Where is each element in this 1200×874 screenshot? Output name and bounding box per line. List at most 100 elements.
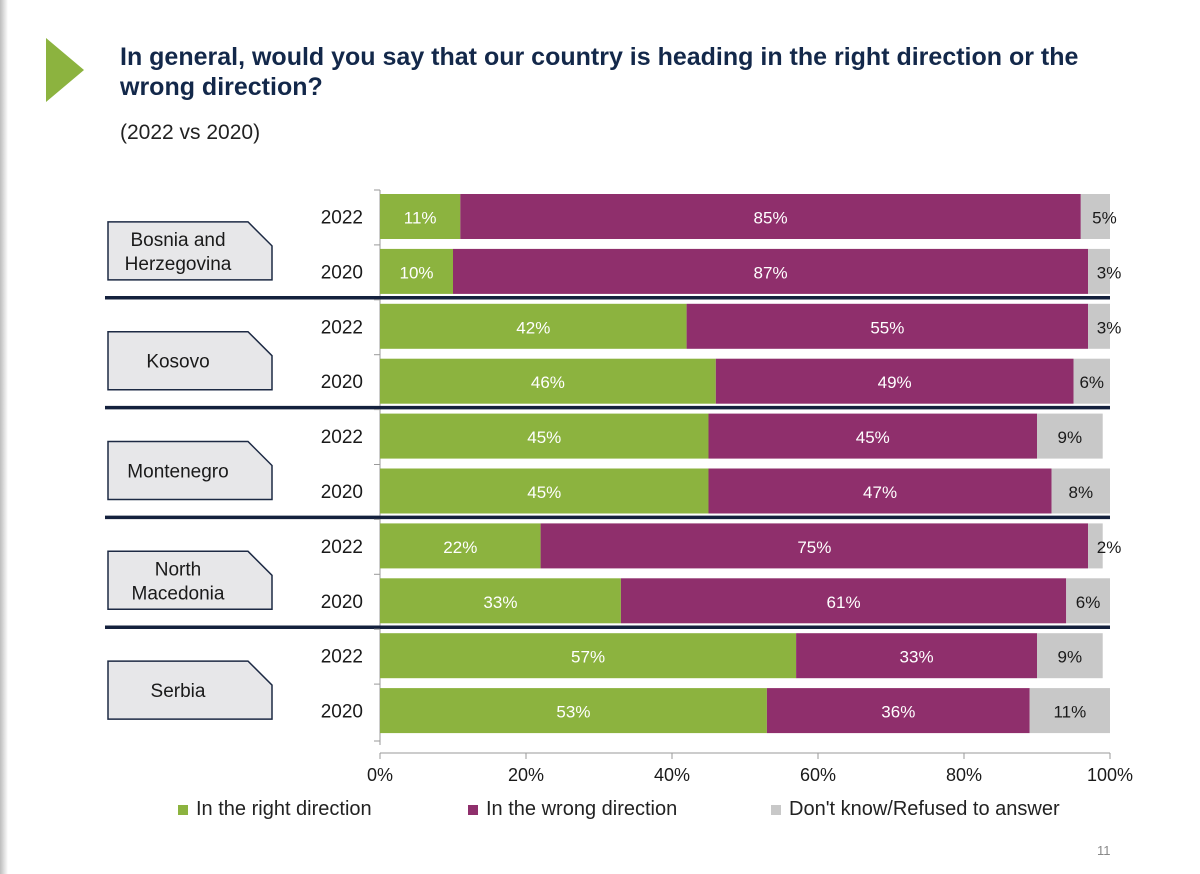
category-label-box (107, 440, 273, 501)
year-label: 2022 (321, 317, 363, 338)
bar-segment-right-direction (380, 248, 453, 294)
category-label-box (107, 221, 273, 281)
legend-label-right-direction: In the right direction (196, 798, 372, 820)
legend-item-dont-know: Don't know/Refused to answer (771, 798, 1060, 821)
data-label: 85% (754, 209, 788, 228)
x-tick-label: 80% (946, 765, 982, 785)
legend-item-wrong-direction: In the wrong direction (468, 798, 677, 821)
x-tick-label: 100% (1087, 765, 1133, 785)
bar-segment-right-direction (380, 523, 541, 569)
bar-segment-right-direction (380, 578, 621, 624)
bar-segment-dont-know (1066, 578, 1110, 624)
data-label: 49% (878, 373, 912, 392)
data-label: 75% (797, 538, 831, 557)
data-label: 45% (856, 428, 890, 447)
x-tick-label: 60% (800, 765, 836, 785)
legend-swatch-dont-know (771, 804, 781, 815)
data-label: 6% (1079, 373, 1104, 392)
bar-segment-wrong-direction (708, 413, 1037, 459)
data-label: 3% (1097, 263, 1122, 282)
year-label: 2020 (321, 262, 363, 283)
bar-segment-wrong-direction (620, 578, 1067, 624)
legend-swatch-right-direction (178, 804, 188, 815)
page-subtitle: (2022 vs 2020) (120, 121, 261, 144)
data-label: 8% (1069, 483, 1094, 502)
data-label: 55% (870, 318, 904, 337)
legend-label-dont-know: Don't know/Refused to answer (789, 798, 1060, 820)
bar-segment-right-direction (380, 688, 767, 734)
bar-segment-right-direction (380, 413, 709, 459)
category-label: Macedonia (132, 583, 225, 604)
data-label: 53% (556, 703, 590, 722)
legend-item-right-direction: In the right direction (178, 798, 372, 821)
bar-segment-dont-know (1088, 248, 1110, 294)
bar-segment-dont-know (1037, 633, 1103, 679)
data-label: 3% (1097, 318, 1122, 337)
bar-segment-right-direction (380, 468, 709, 514)
x-tick-label: 20% (508, 765, 544, 785)
chart-legend: In the right direction In the wrong dire… (0, 798, 1200, 822)
category-label-box (107, 330, 273, 391)
data-label: 33% (483, 593, 517, 612)
category-label: Herzegovina (125, 254, 232, 275)
data-label: 11% (404, 209, 437, 228)
year-label: 2022 (321, 647, 363, 668)
page-number: 11 (1097, 843, 1111, 858)
bar-segment-dont-know (1080, 194, 1110, 239)
category-label-box (107, 550, 273, 611)
category-label: Montenegro (127, 462, 228, 483)
legend-swatch-wrong-direction (468, 804, 478, 815)
x-tick-label: 40% (654, 765, 690, 785)
data-label: 9% (1058, 648, 1083, 667)
data-label: 33% (900, 648, 934, 667)
bar-segment-dont-know (1088, 303, 1110, 349)
data-label: 2% (1097, 538, 1122, 557)
bar-segment-dont-know (1073, 358, 1110, 404)
x-tick-label: 0% (367, 765, 393, 785)
bar-segment-wrong-direction (460, 194, 1081, 239)
bar-segment-dont-know (1037, 413, 1103, 459)
legend-label-wrong-direction: In the wrong direction (486, 798, 678, 820)
year-label: 2022 (321, 537, 363, 558)
bar-segment-dont-know (1051, 468, 1110, 514)
data-label: 11% (1053, 703, 1086, 722)
bar-segment-wrong-direction (453, 248, 1089, 294)
bar-segment-right-direction (380, 303, 687, 349)
bar-segment-dont-know (1029, 688, 1110, 734)
bar-segment-right-direction (380, 358, 716, 404)
data-label: 45% (527, 428, 561, 447)
data-label: 87% (754, 263, 788, 282)
category-label-box (107, 660, 273, 720)
year-label: 2020 (321, 482, 363, 503)
data-label: 22% (443, 538, 477, 557)
bar-segment-right-direction (380, 194, 461, 239)
data-label: 36% (881, 703, 915, 722)
year-label: 2022 (321, 427, 363, 448)
bar-segment-wrong-direction (708, 468, 1052, 514)
data-label: 9% (1058, 428, 1083, 447)
bar-segment-wrong-direction (796, 633, 1037, 679)
bar-segment-wrong-direction (540, 523, 1089, 569)
year-label: 2020 (321, 372, 363, 393)
page-title: In general, would you say that our count… (120, 43, 1079, 101)
data-label: 47% (863, 483, 897, 502)
year-label: 2020 (321, 592, 363, 613)
year-label: 2020 (321, 702, 363, 723)
data-label: 46% (531, 373, 565, 392)
arrow-icon (46, 38, 84, 102)
category-label: Serbia (151, 681, 206, 702)
data-label: 10% (399, 263, 433, 282)
data-label: 42% (516, 318, 550, 337)
bar-segment-wrong-direction (686, 303, 1089, 349)
year-label: 2022 (321, 208, 363, 229)
data-label: 6% (1076, 593, 1101, 612)
left-edge-rule (0, 0, 8, 874)
bar-segment-wrong-direction (715, 358, 1074, 404)
bar-segment-dont-know (1088, 523, 1103, 569)
bar-segment-wrong-direction (766, 688, 1030, 734)
category-label: Kosovo (146, 352, 209, 373)
data-label: 57% (571, 648, 605, 667)
data-label: 45% (527, 483, 561, 502)
category-label: North (155, 559, 201, 580)
